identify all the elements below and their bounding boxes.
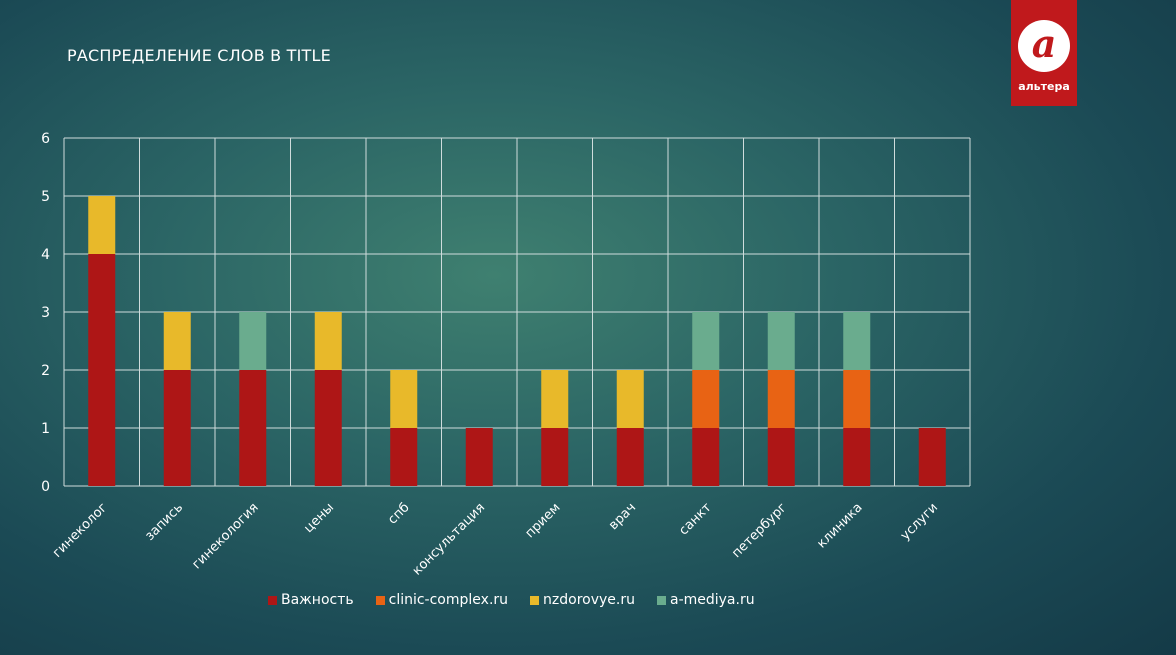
chart-title: РАСПРЕДЕЛЕНИЕ СЛОВ В TITLE bbox=[67, 46, 331, 65]
bar-важность-врач bbox=[616, 428, 644, 486]
x-tick-label: гинекология bbox=[189, 500, 261, 572]
bar-важность-консультация bbox=[465, 428, 493, 486]
legend-item: a-mediya.ru bbox=[656, 592, 755, 608]
legend-item: Важность bbox=[268, 592, 354, 608]
bar-clinic-complex-ru-петербург bbox=[767, 370, 795, 428]
x-tick-label: гинеколог bbox=[50, 500, 111, 561]
x-tick-label: врач bbox=[606, 500, 639, 533]
x-tick-label: петербург bbox=[729, 500, 790, 561]
bar-важность-гинеколог bbox=[88, 254, 116, 486]
bar-важность-спб bbox=[390, 428, 418, 486]
legend-label: nzdorovye.ru bbox=[543, 592, 635, 608]
x-tick-label: консультация bbox=[410, 500, 488, 578]
legend-item: nzdorovye.ru bbox=[530, 592, 635, 608]
y-tick-label: 2 bbox=[41, 363, 50, 379]
bar-важность-запись bbox=[163, 370, 191, 486]
y-tick-label: 5 bbox=[41, 189, 50, 205]
bar-nzdorovye-ru-спб bbox=[390, 370, 418, 428]
x-tick-label: прием bbox=[523, 500, 564, 541]
logo-a-icon: a bbox=[1018, 20, 1070, 72]
y-tick-label: 6 bbox=[41, 131, 50, 147]
chart-legend: Важность clinic-complex.ru nzdorovye.ru a-m… bbox=[268, 592, 755, 608]
legend-swatch bbox=[656, 595, 666, 605]
bar-a-mediya-ru-петербург bbox=[767, 312, 795, 370]
x-tick-label: услуги bbox=[898, 500, 941, 543]
bar-важность-прием bbox=[541, 428, 569, 486]
bar-nzdorovye-ru-цены bbox=[314, 312, 342, 370]
x-tick-label: спб bbox=[385, 500, 412, 527]
bar-nzdorovye-ru-врач bbox=[616, 370, 644, 428]
y-tick-label: 3 bbox=[41, 305, 50, 321]
legend-label: a-mediya.ru bbox=[669, 592, 755, 608]
bar-a-mediya-ru-клиника bbox=[843, 312, 871, 370]
bar-a-mediya-ru-санкт bbox=[692, 312, 720, 370]
legend-swatch bbox=[268, 595, 277, 605]
legend-label: Важность bbox=[281, 592, 354, 608]
legend-item: clinic-complex.ru bbox=[375, 592, 509, 608]
logo-text: альтера bbox=[1018, 80, 1070, 93]
legend-swatch bbox=[375, 595, 385, 605]
bar-clinic-complex-ru-санкт bbox=[692, 370, 720, 428]
bar-clinic-complex-ru-клиника bbox=[843, 370, 871, 428]
bar-важность-услуги bbox=[918, 428, 946, 486]
x-tick-label: клиника bbox=[814, 500, 865, 551]
bar-важность-санкт bbox=[692, 428, 720, 486]
legend-swatch bbox=[530, 595, 540, 605]
bar-nzdorovye-ru-гинеколог bbox=[88, 196, 116, 254]
y-tick-label: 0 bbox=[41, 479, 50, 495]
legend-label: clinic-complex.ru bbox=[388, 592, 509, 608]
bar-a-mediya-ru-гинекология bbox=[239, 312, 267, 370]
x-tick-label: запись bbox=[142, 500, 186, 544]
altera-logo: a альтера bbox=[1011, 0, 1077, 106]
bar-важность-клиника bbox=[843, 428, 871, 486]
bar-nzdorovye-ru-запись bbox=[163, 312, 191, 370]
bar-nzdorovye-ru-прием bbox=[541, 370, 569, 428]
y-tick-label: 1 bbox=[41, 421, 50, 437]
bar-важность-петербург bbox=[767, 428, 795, 486]
y-tick-label: 4 bbox=[41, 247, 50, 263]
x-tick-label: цены bbox=[301, 500, 337, 536]
bar-важность-цены bbox=[314, 370, 342, 486]
x-tick-label: санкт bbox=[676, 500, 715, 539]
bar-важность-гинекология bbox=[239, 370, 267, 486]
